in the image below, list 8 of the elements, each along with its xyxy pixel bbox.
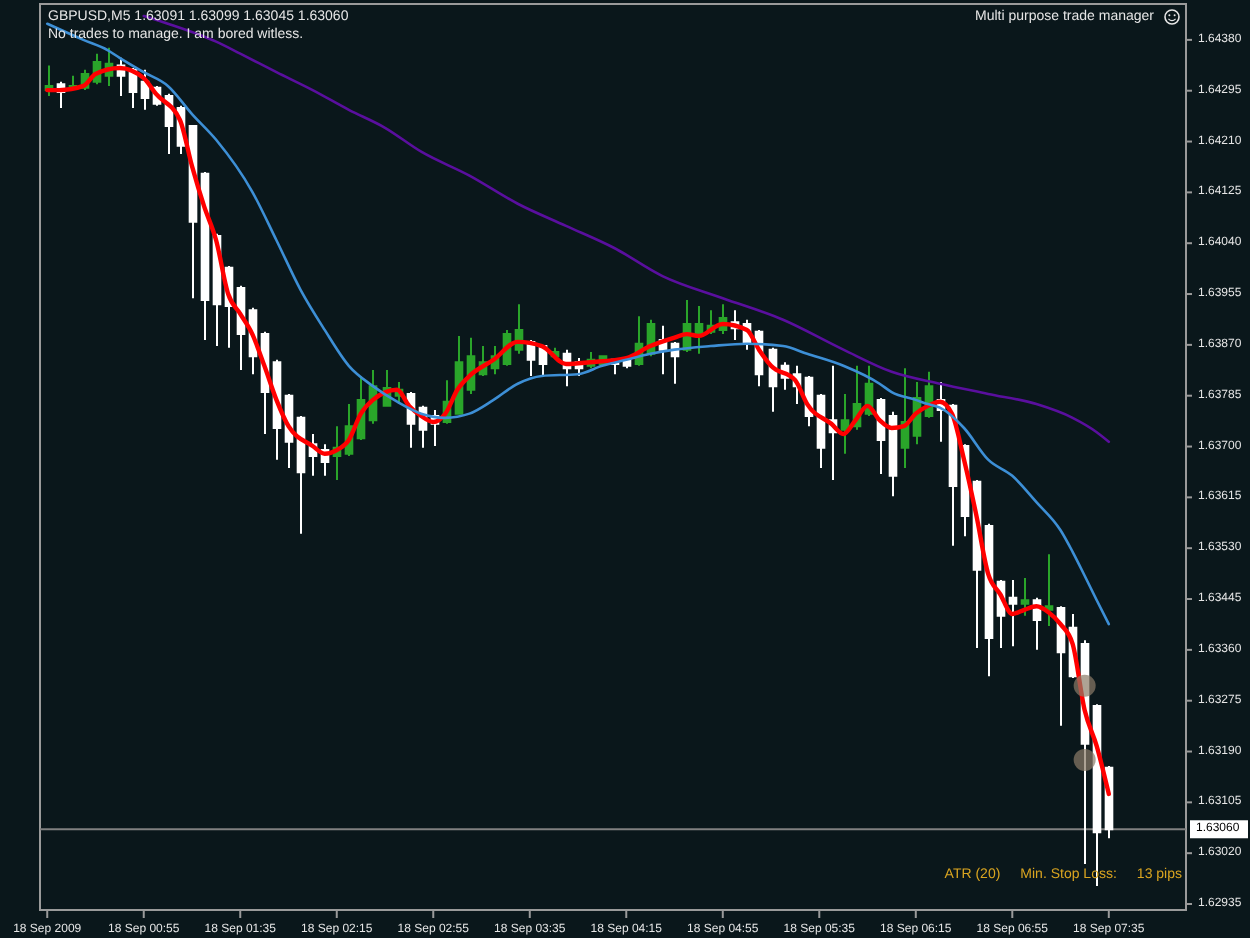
candlestick <box>840 392 850 455</box>
line-series <box>45 65 1111 797</box>
candlestick <box>1044 553 1054 627</box>
candlestick <box>1020 577 1030 617</box>
candlestick <box>1008 578 1018 648</box>
candlestick <box>900 367 910 470</box>
candlestick <box>1056 605 1066 727</box>
line-series <box>45 22 1111 626</box>
